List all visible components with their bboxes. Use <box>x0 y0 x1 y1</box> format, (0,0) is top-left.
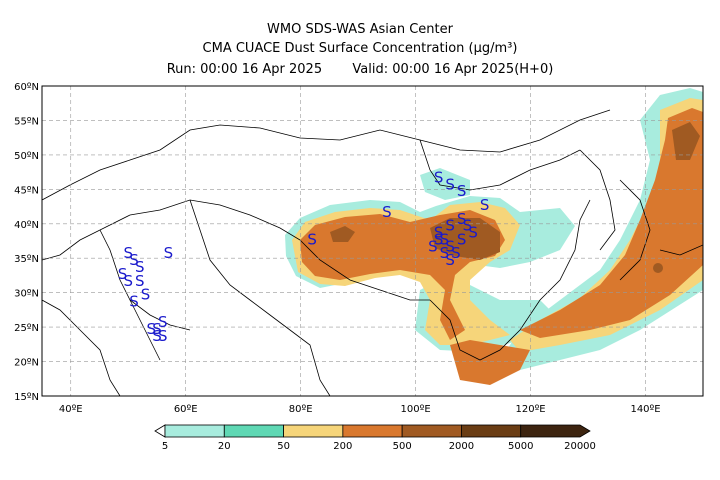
colorbar-lower-arrow <box>154 424 166 438</box>
longitude-label: 120ºE <box>516 404 546 415</box>
longitude-label: 60ºE <box>174 404 198 415</box>
storm-marker: S <box>146 320 156 338</box>
storm-marker: S <box>307 230 317 248</box>
latitude-label: 15ºN <box>14 392 39 403</box>
storm-marker: S <box>445 237 455 255</box>
colorbar: 5 20 50 200 500 2000 5000 20000 <box>154 424 596 452</box>
country-boundaries <box>42 109 703 396</box>
storm-marker: S <box>463 217 473 235</box>
storm-marker: S <box>428 237 438 255</box>
storm-marker: S <box>445 217 455 235</box>
colorbar-segment <box>461 424 522 438</box>
storm-marker: S <box>123 272 133 290</box>
longitude-label: 100ºE <box>401 404 431 415</box>
colorbar-tick-label: 5 <box>162 441 168 452</box>
colorbar-segment <box>223 424 284 438</box>
map-frame <box>41 85 704 397</box>
latitude-label: 50ºN <box>14 151 39 162</box>
dust-band-orange-south <box>450 340 530 385</box>
storm-marker: S <box>152 320 162 338</box>
storm-marker: S <box>440 244 450 262</box>
storm-marker: S <box>440 230 450 248</box>
latitude-label: 35ºN <box>14 254 39 265</box>
storm-marker: S <box>135 258 145 276</box>
colorbar-tick-label: 50 <box>277 441 290 452</box>
colorbar-segment <box>520 424 591 438</box>
storm-marker: S <box>434 168 444 186</box>
storm-marker: S <box>434 224 444 242</box>
latitude-label: 60ºN <box>14 82 39 93</box>
storm-marker: S <box>141 286 151 304</box>
storm-marker: S <box>457 210 467 228</box>
latitude-label: 45ºN <box>14 185 39 196</box>
storm-marker: S <box>158 327 168 345</box>
dust-core-3 <box>653 263 663 273</box>
storm-marker: S <box>445 251 455 269</box>
colorbar-segment <box>283 424 344 438</box>
storm-marker: S <box>445 175 455 193</box>
storm-marker: S <box>135 272 145 290</box>
latitude-label: 25ºN <box>14 323 39 334</box>
storm-marker: S <box>158 313 168 331</box>
storm-marker: S <box>129 251 139 269</box>
colorbar-tick-label: 20000 <box>564 441 596 452</box>
storm-marker: S <box>457 230 467 248</box>
longitude-labels: 40ºE 60ºE 80ºE 100ºE 120ºE 140ºE <box>59 404 661 415</box>
colorbar-tick-label: 5000 <box>508 441 533 452</box>
storm-marker: S <box>129 292 139 310</box>
colorbar-segment <box>342 424 403 438</box>
run-time: Run: 00:00 16 Apr 2025 <box>166 62 323 77</box>
storm-marker: S <box>451 244 461 262</box>
dust-concentration-field <box>285 88 703 385</box>
latitude-label: 20ºN <box>14 358 39 369</box>
longitude-label: 40ºE <box>59 404 83 415</box>
latitude-label: 55ºN <box>14 116 39 127</box>
colorbar-segment <box>401 424 462 438</box>
dust-core-1 <box>430 218 500 260</box>
storm-marker: S <box>152 327 162 345</box>
storm-marker: S <box>164 244 174 262</box>
latitude-labels: 60ºN 55ºN 50ºN 45ºN 40ºN 35ºN 30ºN 25ºN 20ºN 15ºN <box>14 82 39 403</box>
longitude-label: 80ºE <box>289 404 313 415</box>
colorbar-tick-label: 20 <box>218 441 231 452</box>
dust-core-2 <box>330 226 355 242</box>
storm-marker: S <box>434 230 444 248</box>
storm-marker: S <box>118 265 128 283</box>
dust-fringe-east <box>420 168 470 200</box>
latitude-label: 40ºN <box>14 220 39 231</box>
valid-time: Valid: 00:00 16 Apr 2025(H+0) <box>352 62 554 77</box>
colorbar-segment <box>164 424 225 438</box>
latitude-label: 30ºN <box>14 289 39 300</box>
chart-title: WMO SDS-WAS Asian Center <box>267 22 453 37</box>
longitude-label: 140ºE <box>630 404 660 415</box>
storm-marker: S <box>480 196 490 214</box>
chart-subtitle: CMA CUACE Dust Surface Concentration (µg… <box>202 41 518 56</box>
colorbar-tick-label: 200 <box>333 441 352 452</box>
colorbar-tick-label: 2000 <box>449 441 474 452</box>
storm-marker: S <box>123 244 133 262</box>
dust-band-orange-ocean <box>520 108 703 338</box>
dust-core-4 <box>672 122 700 160</box>
run-valid-line: Run: 00:00 16 Apr 2025 Valid: 00:00 16 A… <box>0 61 720 78</box>
storm-marker: S <box>468 224 478 242</box>
storm-marker: S <box>382 203 392 221</box>
storm-marker: S <box>457 182 467 200</box>
colorbar-tick-label: 500 <box>393 441 412 452</box>
